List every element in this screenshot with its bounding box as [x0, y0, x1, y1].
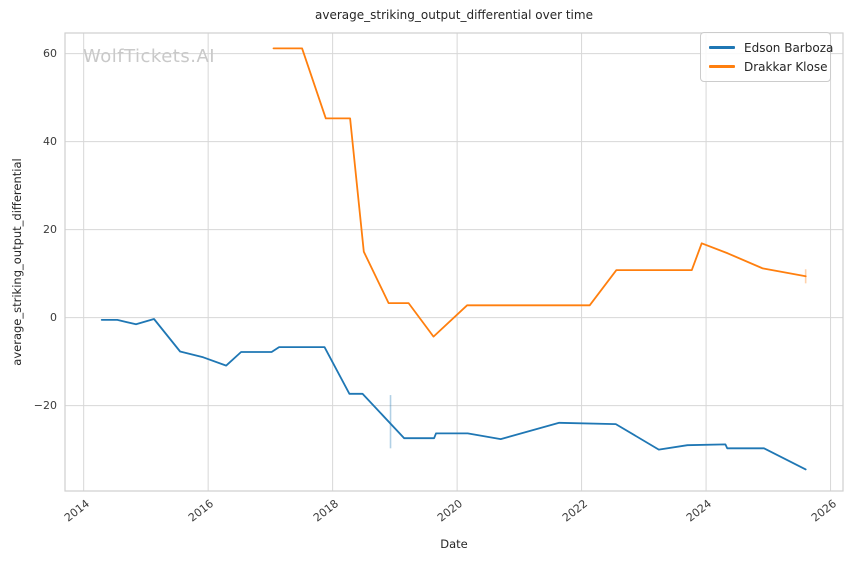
- legend-item-drakkar-klose: Drakkar Klose: [709, 57, 828, 76]
- y-tick-label: 0: [50, 311, 57, 325]
- y-tick-label: −20: [33, 399, 57, 413]
- legend-line-swatch-orange: [709, 65, 735, 68]
- watermark: WolfTickets.AI: [83, 46, 216, 67]
- y-tick-label: 40: [43, 135, 57, 149]
- y-tick-label: 60: [43, 47, 57, 61]
- chart-title: average_striking_output_differential ove…: [315, 8, 593, 22]
- y-axis-label: average_striking_output_differential: [10, 158, 24, 366]
- legend-item-edson-barboza: Edson Barboza: [709, 38, 833, 57]
- series-line-edson-barboza: [100, 318, 807, 471]
- legend-line-swatch-blue: [709, 46, 735, 49]
- legend-label: Drakkar Klose: [744, 59, 828, 74]
- x-axis-label: Date: [440, 537, 468, 551]
- y-tick-label: 20: [43, 223, 57, 237]
- plot-border: [64, 32, 844, 492]
- series-line-drakkar-klose: [272, 47, 807, 338]
- legend-label: Edson Barboza: [744, 40, 834, 55]
- legend: Edson Barboza Drakkar Klose: [700, 32, 833, 82]
